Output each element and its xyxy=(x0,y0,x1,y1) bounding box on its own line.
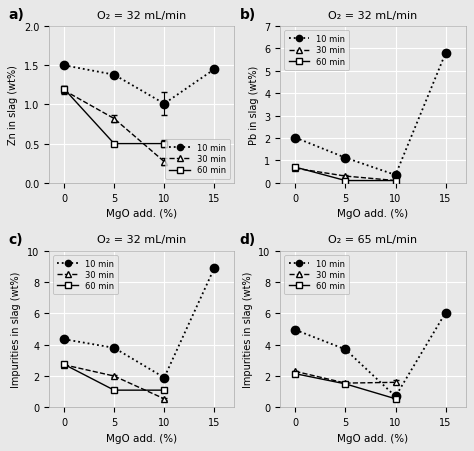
Text: a): a) xyxy=(8,9,24,23)
Y-axis label: Impurities in slag (wt%): Impurities in slag (wt%) xyxy=(243,271,253,387)
Y-axis label: Impurities in slag (wt%): Impurities in slag (wt%) xyxy=(11,271,21,387)
Text: b): b) xyxy=(239,9,255,23)
Title: O₂ = 32 mL/min: O₂ = 32 mL/min xyxy=(328,11,418,21)
X-axis label: MgO add. (%): MgO add. (%) xyxy=(337,209,409,219)
Text: d): d) xyxy=(239,232,255,246)
Title: O₂ = 32 mL/min: O₂ = 32 mL/min xyxy=(97,235,186,245)
Legend: 10 min, 30 min, 60 min: 10 min, 30 min, 60 min xyxy=(284,31,349,71)
X-axis label: MgO add. (%): MgO add. (%) xyxy=(337,433,409,443)
X-axis label: MgO add. (%): MgO add. (%) xyxy=(106,209,177,219)
Title: O₂ = 65 mL/min: O₂ = 65 mL/min xyxy=(328,235,418,245)
Legend: 10 min, 30 min, 60 min: 10 min, 30 min, 60 min xyxy=(284,255,349,295)
Legend: 10 min, 30 min, 60 min: 10 min, 30 min, 60 min xyxy=(53,255,118,295)
X-axis label: MgO add. (%): MgO add. (%) xyxy=(106,433,177,443)
Text: c): c) xyxy=(8,232,23,246)
Y-axis label: Zn in slag (wt%): Zn in slag (wt%) xyxy=(9,65,18,145)
Y-axis label: Pb in slag (wt%): Pb in slag (wt%) xyxy=(249,66,259,145)
Legend: 10 min, 30 min, 60 min: 10 min, 30 min, 60 min xyxy=(165,140,230,179)
Title: O₂ = 32 mL/min: O₂ = 32 mL/min xyxy=(97,11,186,21)
